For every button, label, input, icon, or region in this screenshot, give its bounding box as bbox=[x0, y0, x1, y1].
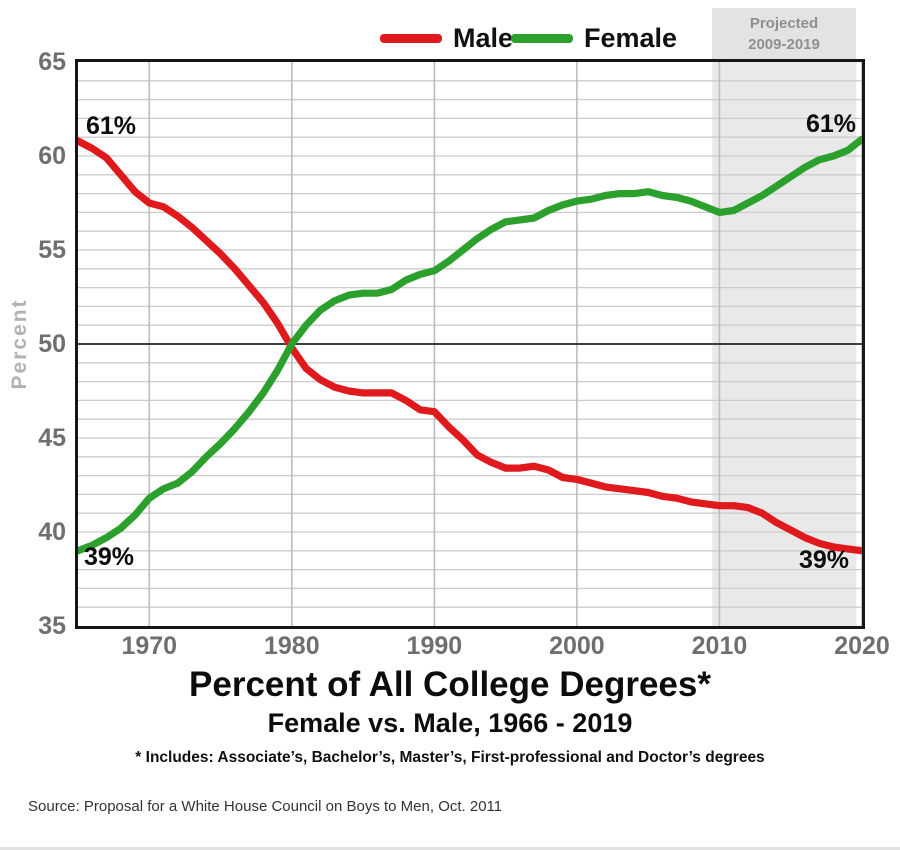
y-tick-label: 55 bbox=[38, 236, 66, 264]
x-tick-label: 2020 bbox=[834, 632, 890, 660]
x-tick-label: 1970 bbox=[121, 632, 178, 660]
plot-area bbox=[75, 59, 865, 629]
chart-canvas bbox=[78, 62, 862, 626]
x-tick-label: 2010 bbox=[691, 632, 748, 660]
x-tick-label: 1980 bbox=[264, 632, 320, 660]
chart-footnote: * Includes: Associate’s, Bachelor’s, Mas… bbox=[135, 749, 765, 766]
projected-label-line1: Projected bbox=[749, 15, 819, 32]
female-data-line bbox=[78, 135, 862, 555]
female-legend-label: Female bbox=[584, 22, 678, 53]
female-start-value-annotation: 39% bbox=[84, 543, 135, 571]
x-tick-label: 2000 bbox=[549, 632, 605, 660]
y-tick-label: 60 bbox=[38, 142, 66, 170]
y-tick-label: 65 bbox=[38, 48, 66, 76]
y-axis-title: Percent bbox=[8, 298, 31, 390]
chart-subtitle: Female vs. Male, 1966 - 2019 bbox=[267, 708, 633, 738]
legend-item-male: Male bbox=[380, 22, 513, 54]
projected-period-label-box: Projected 2009-2019 bbox=[712, 8, 856, 60]
female-line-swatch-icon bbox=[511, 33, 573, 43]
male-legend-label: Male bbox=[453, 22, 514, 53]
y-tick-label: 50 bbox=[38, 330, 66, 358]
source-citation: Source: Proposal for a White House Counc… bbox=[28, 798, 503, 815]
bottom-divider bbox=[0, 847, 900, 850]
y-tick-label: 45 bbox=[38, 424, 66, 452]
y-tick-label: 35 bbox=[38, 612, 66, 640]
chart-title: Percent of All College Degrees* bbox=[189, 665, 711, 704]
male-start-value-annotation: 61% bbox=[86, 112, 137, 140]
projected-label-line2: 2009-2019 bbox=[748, 36, 820, 53]
male-end-value-annotation: 39% bbox=[799, 546, 850, 574]
male-line-swatch-icon bbox=[380, 33, 442, 43]
male-data-line bbox=[78, 137, 862, 555]
legend-item-female: Female bbox=[511, 22, 677, 54]
y-tick-label: 40 bbox=[38, 518, 66, 546]
female-end-value-annotation: 61% bbox=[806, 110, 857, 138]
x-tick-label: 1990 bbox=[406, 632, 463, 660]
